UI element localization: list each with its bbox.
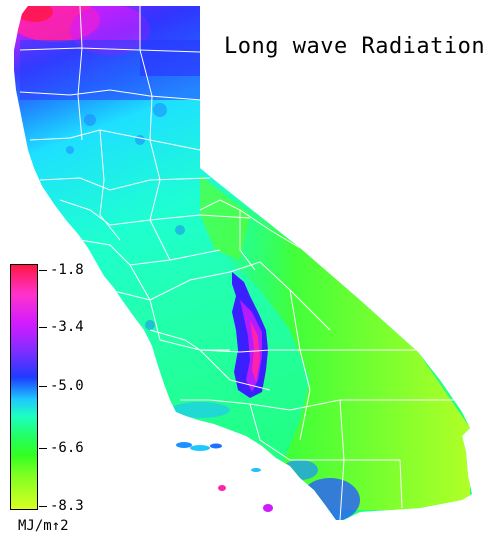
map-title: Long wave Radiation bbox=[224, 34, 486, 59]
legend-label: -3.4 bbox=[50, 319, 84, 335]
legend-tick bbox=[39, 386, 47, 387]
legend-tick bbox=[39, 327, 47, 328]
county-boundaries bbox=[19, 6, 460, 520]
channel-islands bbox=[176, 442, 273, 512]
legend-tick bbox=[39, 506, 47, 507]
legend-tick bbox=[39, 270, 47, 271]
legend-unit: MJ/m↑2 bbox=[18, 518, 69, 534]
legend-label: -6.6 bbox=[50, 440, 84, 456]
color-scale-bar bbox=[10, 264, 38, 510]
legend-label: -5.0 bbox=[50, 378, 84, 394]
legend-label-max: -1.8 bbox=[50, 262, 84, 278]
legend-tick bbox=[39, 448, 47, 449]
legend-label-min: -8.3 bbox=[50, 498, 84, 514]
